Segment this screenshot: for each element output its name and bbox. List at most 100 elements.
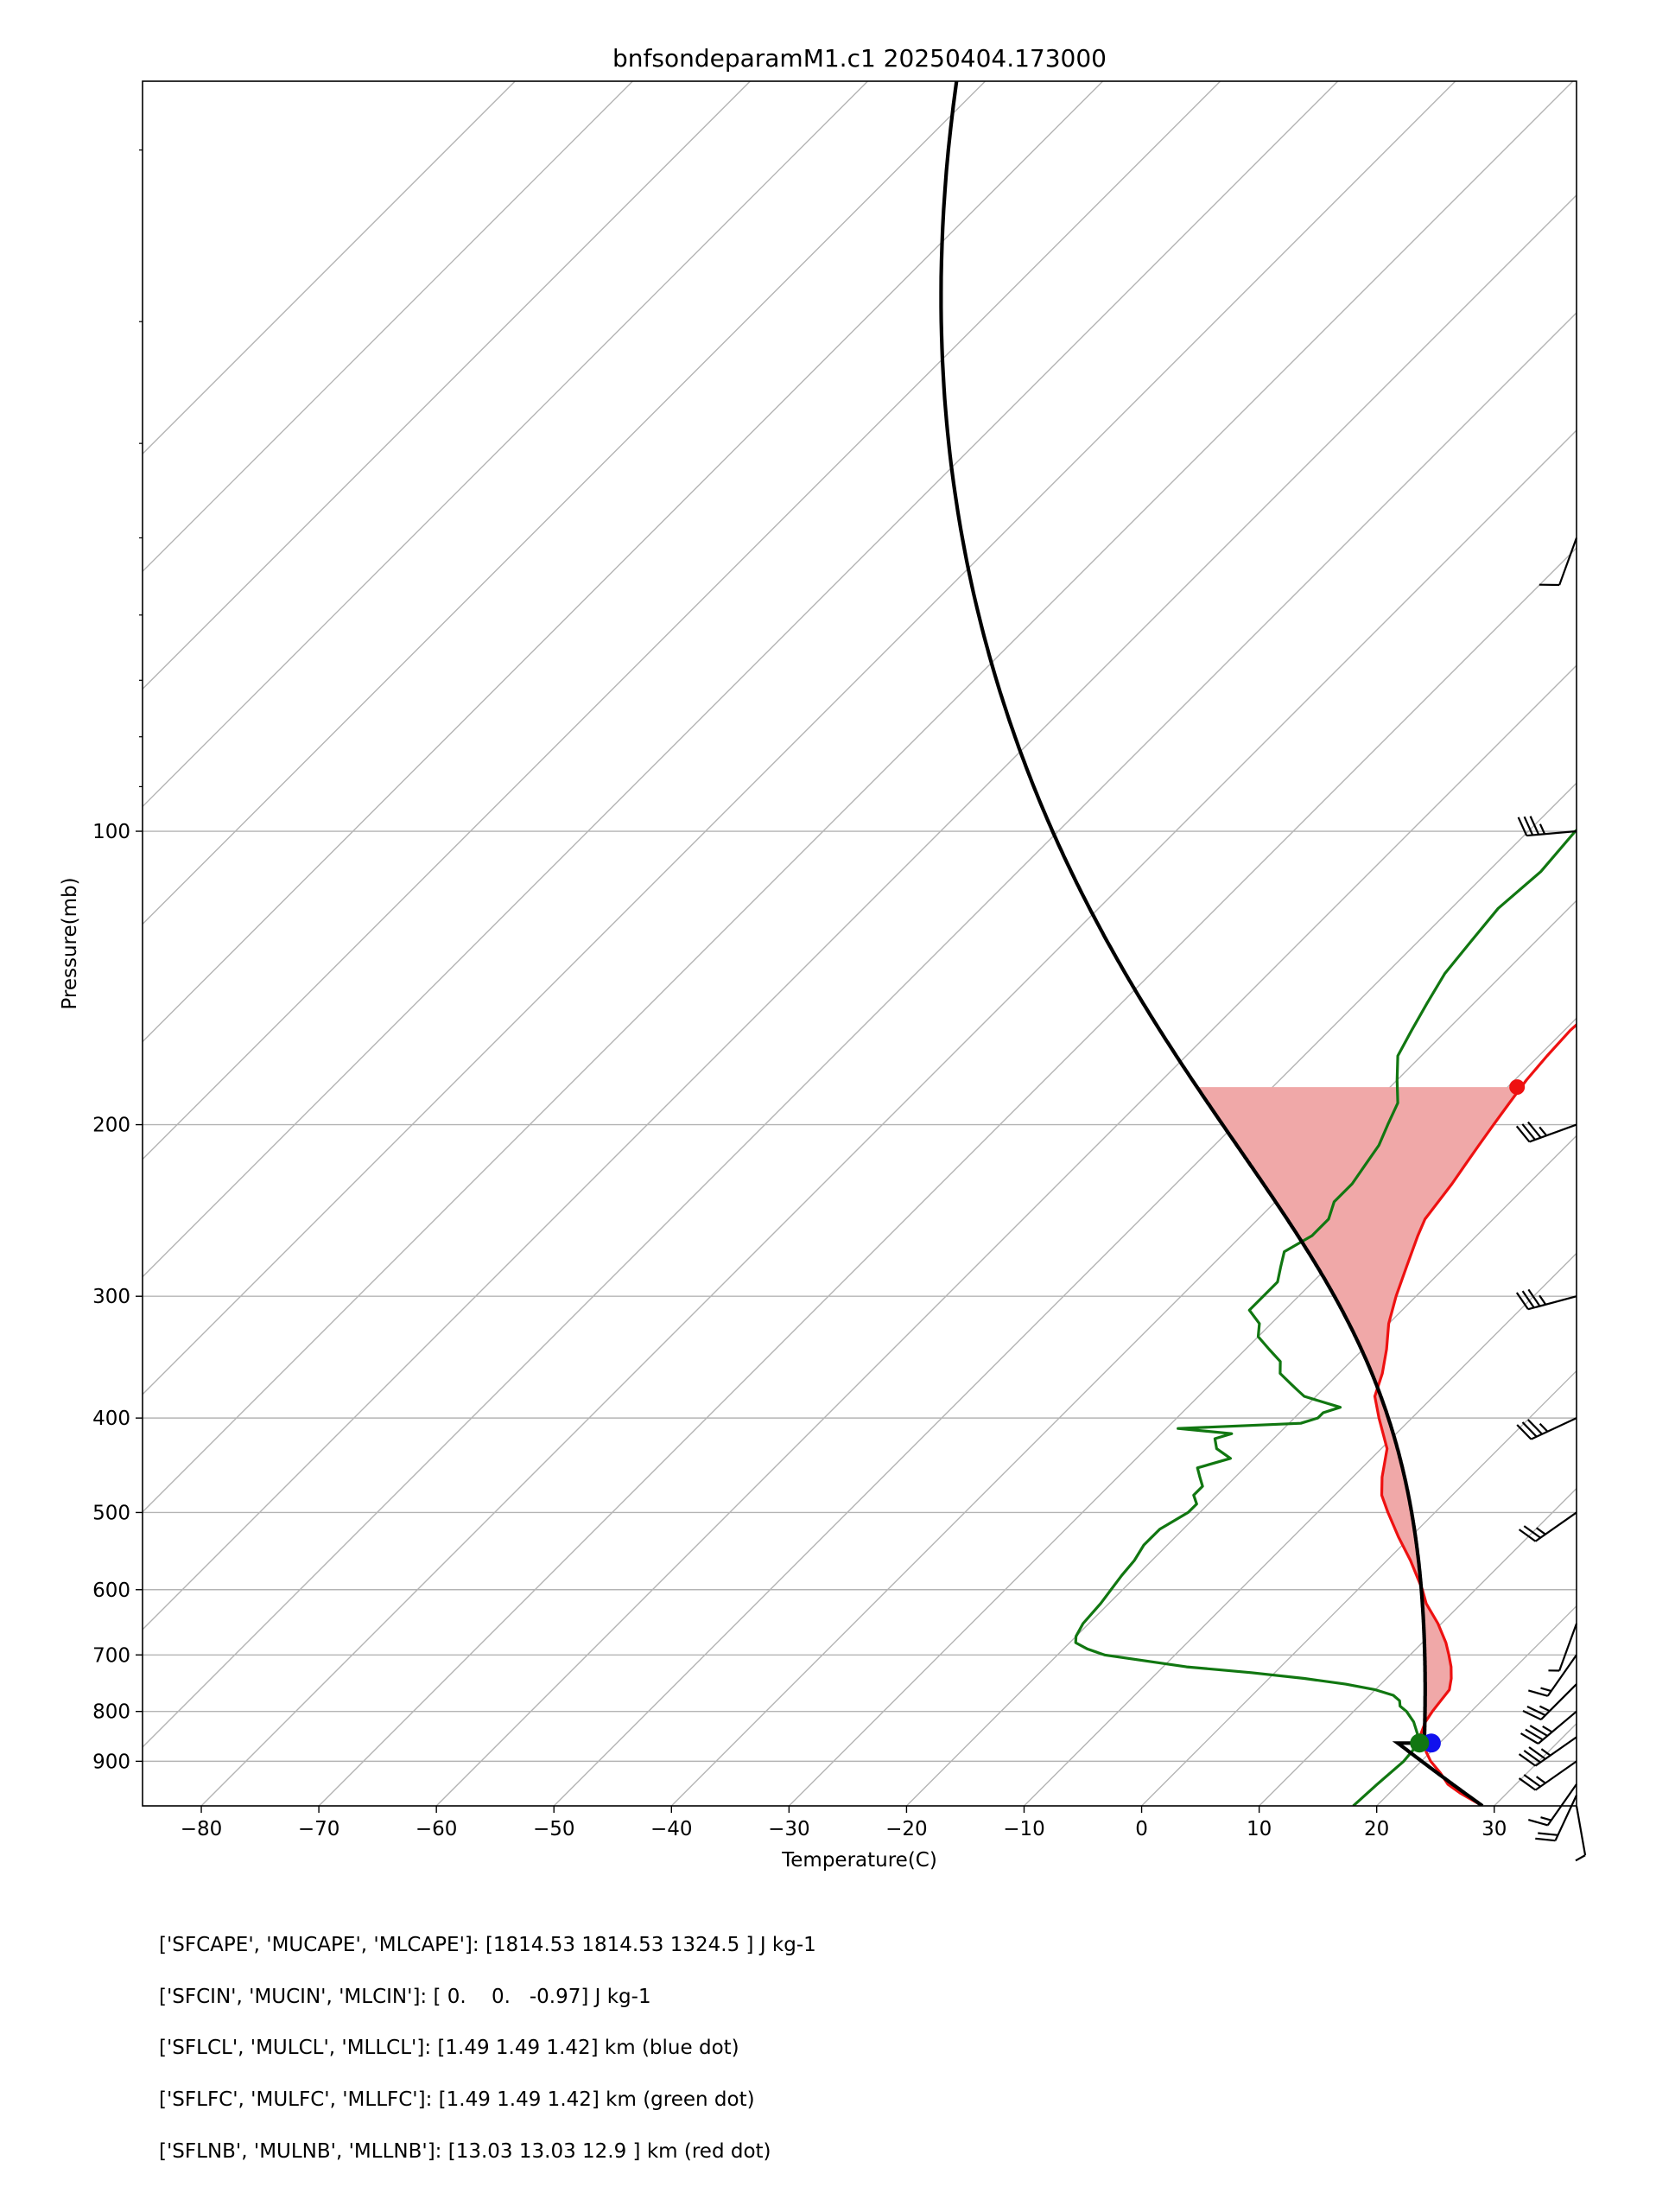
cape-stats: ['SFCAPE', 'MUCAPE', 'MLCAPE']: [1814.53… [159, 1934, 816, 1956]
plot-frame [142, 80, 1577, 1807]
wind-barb-staff [1534, 1736, 1577, 1767]
wind-barb-feather [1535, 1837, 1556, 1842]
x-axis-label: Temperature(C) [781, 1849, 937, 1872]
x-tick-label: −60 [416, 1818, 458, 1840]
wind-barb-staff [1534, 1511, 1577, 1542]
wind-barb-feather [1521, 1290, 1535, 1309]
isotherm-line [143, 81, 987, 925]
isotherm-line [318, 547, 1577, 1806]
wind-barb-feather [1523, 1525, 1541, 1539]
wind-barb-staff [1534, 1760, 1577, 1791]
profile-lines [939, 81, 1577, 1806]
chart-title: bnfsondeparamM1.c1 20250404.173000 [612, 44, 1107, 73]
y-tick-label: 400 [92, 1408, 130, 1430]
wind-barb-feather [1527, 1819, 1549, 1827]
wind-barb-feather [1518, 1777, 1537, 1791]
wind-barb-feather [1539, 1126, 1548, 1136]
x-tick-label: 0 [1135, 1818, 1148, 1840]
wind-barb [1527, 1654, 1577, 1697]
wind-barb [1516, 1417, 1577, 1440]
wind-barb-feather [1539, 823, 1546, 835]
lnb-stats: ['SFLNB', 'MULNB', 'MLLNB']: [13.03 13.0… [159, 2140, 771, 2163]
wind-barbs [1515, 537, 1587, 1862]
cin-stats: ['SFCIN', 'MUCIN', 'MLCIN']: [ 0. 0. -0.… [159, 1986, 651, 2008]
wind-barb-feather [1540, 1748, 1551, 1757]
wind-barb-staff [1558, 537, 1578, 586]
wind-barb-staff [1554, 1795, 1577, 1841]
wind-barb-feather [1527, 1689, 1549, 1697]
wind-barb-feather [1515, 1125, 1531, 1143]
isotherm-line [143, 81, 633, 573]
wind-barb-feather [1517, 817, 1528, 836]
wind-barb-feather [1538, 1832, 1558, 1836]
x-tick-label: −40 [650, 1818, 693, 1840]
isotherm-line [1141, 1370, 1577, 1806]
wind-barb [1535, 1795, 1577, 1842]
x-tick-label: −30 [768, 1818, 810, 1840]
wind-barb-feather [1518, 1753, 1537, 1767]
temperature-line [1373, 1022, 1577, 1806]
wind-barb [1515, 1288, 1577, 1311]
x-tick-label: −10 [1003, 1818, 1045, 1840]
wind-barb-feather [1527, 1288, 1541, 1307]
wind-barb-feather [1535, 1527, 1546, 1535]
y-axis-label: Pressure(mb) [59, 877, 81, 1009]
isotherm-line [143, 81, 516, 455]
isotherm-line [670, 899, 1577, 1806]
wind-barb-feather [1539, 1705, 1551, 1713]
lnb-marker [1509, 1079, 1526, 1096]
wind-barb-feather [1521, 1421, 1538, 1438]
wind-barb [1518, 1736, 1577, 1767]
cape-area [1196, 1087, 1521, 1744]
y-tick-label: 300 [92, 1286, 130, 1308]
wind-barb [1518, 1760, 1577, 1791]
y-axis-ticks: 100 200 300 400 500 600 700 800 900 [92, 149, 143, 1773]
isotherm-line [1612, 81, 1675, 1806]
wind-barb-staff [1546, 1654, 1577, 1697]
x-tick-label: 30 [1481, 1818, 1507, 1840]
wind-barb-staff [1537, 1710, 1577, 1745]
wind-barb-feather [1540, 1816, 1552, 1821]
isotherm-line [143, 81, 1574, 1513]
wind-barb [1527, 1783, 1577, 1827]
x-tick-label: −80 [181, 1818, 223, 1840]
wind-barb-staff [1530, 1417, 1577, 1440]
wind-barb-feather [1523, 1774, 1541, 1788]
lcl-stats: ['SFLCL', 'MULCL', 'MLLCL']: [1.49 1.49 … [159, 2037, 739, 2059]
isotherm-line [143, 81, 1339, 1278]
wind-barb-feather [1523, 816, 1534, 836]
wind-barb-feather [1575, 1854, 1586, 1862]
isotherm-line [1023, 1252, 1577, 1806]
wind-barb-feather [1515, 1292, 1529, 1310]
wind-barb-feather [1539, 1294, 1547, 1306]
wind-barb-feather [1540, 1687, 1552, 1693]
wind-barb-staff [1546, 1783, 1577, 1827]
lfc-marker [1410, 1733, 1430, 1753]
x-tick-label: −70 [298, 1818, 340, 1840]
wind-barb [1515, 1121, 1577, 1143]
y-tick-label: 700 [92, 1644, 130, 1667]
wind-barb [1575, 1805, 1587, 1862]
wind-barb-feather [1523, 1750, 1541, 1764]
wind-barb-feather [1518, 1529, 1537, 1542]
lfc-stats: ['SFLFC', 'MULFC', 'MLLFC']: [1.49 1.49 … [159, 2088, 755, 2111]
y-tick-label: 100 [92, 821, 130, 843]
wind-barb-staff [1540, 1683, 1577, 1720]
isotherm-line [143, 81, 1456, 1395]
isotherm-line [905, 1135, 1577, 1806]
wind-barb-staff [1527, 1295, 1577, 1311]
isotherm-line [143, 81, 1221, 1160]
wind-barb-feather [1529, 816, 1540, 836]
isobar-gridlines [143, 830, 1577, 1763]
wind-barb-staff [1529, 1123, 1577, 1143]
wind-barb [1520, 1710, 1577, 1745]
isotherm-line [553, 782, 1577, 1806]
y-tick-label: 600 [92, 1580, 130, 1602]
isotherm-line [143, 81, 751, 690]
isotherm-line [143, 81, 1104, 1043]
wind-barb-feather [1516, 1424, 1532, 1440]
wind-barb-feather [1522, 1709, 1542, 1721]
wind-barb-feather [1535, 1776, 1546, 1784]
wind-barb-staff [1558, 1623, 1578, 1671]
